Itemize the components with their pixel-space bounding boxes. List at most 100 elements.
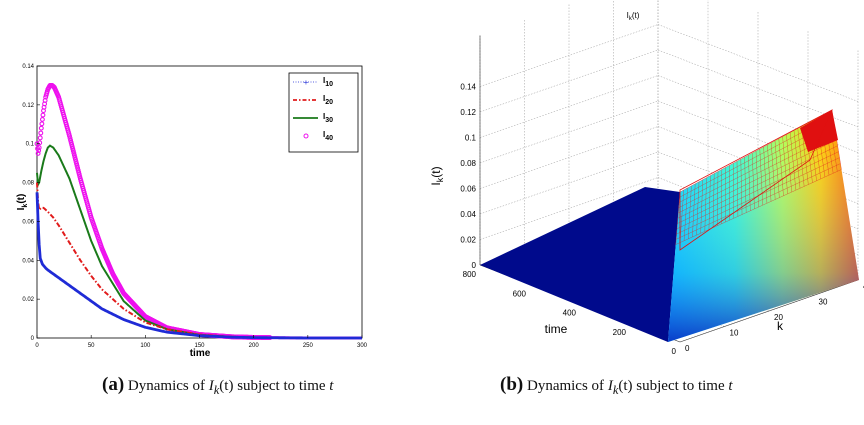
svg-text:Ik(t): Ik(t): [429, 166, 445, 185]
z-tick-label-1: 0.02: [460, 236, 476, 245]
point-i40-4: [36, 145, 42, 151]
caption-a-symbol: I: [208, 378, 214, 394]
point-i40-68: [71, 150, 77, 156]
point-i40-72: [73, 159, 79, 165]
mesh-line-z-10: [675, 169, 842, 245]
chart-b-zlabel: Ik(t): [429, 166, 445, 185]
z-tick-label-4: 0.08: [460, 159, 476, 168]
x-tick-label-1: 50: [88, 343, 95, 349]
point-i40-3: [36, 148, 42, 153]
chart-b: Ik(t) 00.020.040.060.080.10.120.14020040…: [429, 0, 864, 356]
z-tick-label-6: 0.12: [460, 108, 476, 117]
point-i40-2: [35, 150, 41, 156]
point-i40-61: [67, 135, 73, 141]
point-i40-75: [75, 165, 81, 171]
mesh-line-z-9: [676, 163, 841, 240]
point-i40-8: [38, 125, 44, 131]
grid-zk-2: [479, 151, 659, 215]
y-tick-label-5: 0.1: [26, 142, 35, 148]
point-i40-70: [72, 154, 78, 160]
x-tick-label-0: 0: [35, 343, 39, 349]
caption-b-text-2: (t) subject to time: [618, 378, 729, 394]
z-tick-label-5: 0.1: [465, 134, 477, 143]
point-i40-64: [69, 142, 75, 147]
grid-zk-7: [479, 24, 659, 87]
point-i40-73: [74, 161, 79, 167]
point-i40-62: [68, 137, 74, 143]
mesh-line-z-5: [677, 139, 837, 219]
point-i40-9: [39, 121, 45, 127]
legend-label: I20: [323, 94, 333, 106]
time-tick-label-4: 800: [463, 270, 477, 279]
point-i40-77: [76, 169, 82, 175]
caption-a: (a) Dynamics of Ik(t) subject to time t: [102, 374, 333, 398]
k-tick-label-0: 0: [685, 344, 690, 353]
z-tick-label-0: 0: [472, 261, 477, 270]
chart-b-ylabel: k: [777, 319, 784, 333]
grid-zk-6: [479, 49, 659, 113]
svg-text:Ik(t): Ik(t): [627, 11, 640, 22]
surface-floor: [480, 187, 680, 342]
point-i40-66: [70, 146, 76, 152]
chart-b-title: Ik(t): [627, 11, 640, 22]
legend-label: I30: [323, 112, 333, 124]
k-tick-label-2: 20: [774, 313, 783, 322]
grid-zk-4: [479, 100, 659, 164]
chart-a-legend: + I10 I20 I30 I40: [288, 72, 359, 153]
y-tick-label-2: 0.04: [22, 258, 34, 264]
caption-a-text-2: (t) subject to time: [219, 378, 330, 394]
chart-b-xlabel: time: [545, 322, 568, 336]
surface-peak: [800, 110, 838, 152]
caption-b-symbol: I: [607, 378, 613, 394]
chart-a-series-layer: [34, 82, 362, 341]
axis-k: [679, 279, 859, 343]
chart-a-ylabel: Ik(t): [16, 194, 29, 211]
point-i40-60: [67, 133, 72, 139]
legend-swatch: [303, 133, 309, 139]
caption-a-label: (a): [102, 374, 125, 395]
y-tick-label-7: 0.14: [22, 64, 34, 70]
legend-item-i40: I40: [303, 130, 333, 142]
grid-zk-5: [479, 75, 659, 138]
legend-item-i30: I30: [293, 112, 333, 124]
caption-a-variable: t: [329, 378, 334, 394]
point-i40-11: [40, 112, 46, 118]
chart-a: 0 50 100 150 200 250 300 0 0.02 0.04 0.06 0.08 0.1 0.…: [16, 64, 368, 359]
caption-b-subscript: k: [612, 383, 619, 397]
caption-b: (b) Dynamics of Ik(t) subject to time t: [500, 374, 733, 398]
time-tick-label-0: 0: [672, 347, 677, 356]
svg-text:Ik(t): Ik(t): [16, 194, 29, 211]
point-i40-65: [69, 144, 75, 150]
z-tick-label-7: 0.14: [460, 83, 476, 92]
z-tick-label-2: 0.04: [460, 210, 476, 219]
point-i40-10: [39, 116, 45, 122]
point-i40-63: [68, 139, 74, 145]
legend-item-i10: + I10: [293, 76, 333, 88]
chart-a-xlabel: time: [190, 348, 211, 359]
k-tick-label-1: 10: [730, 329, 739, 338]
point-i40-76: [75, 167, 81, 173]
caption-b-label: (b): [500, 374, 524, 395]
chart-b-mesh: [675, 109, 842, 245]
legend-marker: +: [304, 78, 309, 87]
chart-a-tick-layer: 0 50 100 150 200 250 300 0 0.02 0.04 0.06 0.08 0.1 0.…: [22, 64, 367, 349]
x-tick-label-6: 300: [357, 343, 368, 349]
z-tick-label-3: 0.06: [460, 185, 476, 194]
x-tick-label-3: 150: [194, 343, 205, 349]
point-i40-67: [70, 148, 76, 154]
caption-a-text: Dynamics of: [124, 378, 209, 394]
legend-label: I10: [323, 76, 333, 88]
k-tick-label-3: 30: [819, 298, 828, 307]
legend-label: I40: [323, 130, 333, 142]
point-i40-74: [74, 163, 80, 169]
point-i40-78: [76, 171, 82, 177]
surface-wall-shade: [668, 110, 859, 342]
y-tick-label-4: 0.08: [22, 181, 34, 187]
surface-red-front: [679, 109, 833, 251]
x-tick-label-2: 100: [140, 343, 151, 349]
point-i40-6: [37, 135, 43, 141]
time-tick-label-1: 200: [613, 328, 627, 337]
y-tick-label-3: 0.06: [22, 219, 34, 225]
chart-b-tick-layer: 00.020.040.060.080.10.120.14020040060080…: [460, 83, 864, 357]
y-tick-label-1: 0.02: [22, 297, 34, 303]
